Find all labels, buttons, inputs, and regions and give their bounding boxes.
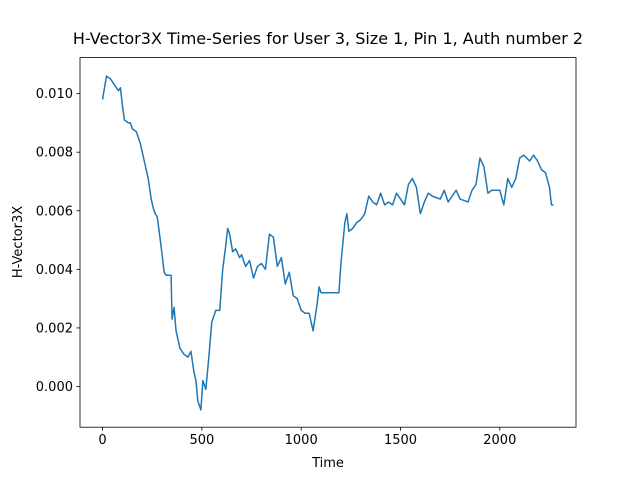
y-tick-label: 0.008 xyxy=(36,146,73,161)
x-tick-label: 500 xyxy=(189,433,214,448)
data-line xyxy=(101,75,554,411)
x-tick-label: 1000 xyxy=(285,433,318,448)
x-tick-label: 1500 xyxy=(384,433,417,448)
x-tick-label: 2000 xyxy=(483,433,516,448)
y-tick-label: 0.006 xyxy=(36,204,73,219)
y-axis-label: H-Vector3X xyxy=(11,206,26,278)
y-tick-label: 0.002 xyxy=(36,321,73,336)
axes-frame xyxy=(79,57,577,428)
y-tick-label: 0.010 xyxy=(36,87,73,102)
x-tick-label: 0 xyxy=(98,433,106,448)
y-tick-label: 0.004 xyxy=(36,263,73,278)
chart-title: H-Vector3X Time-Series for User 3, Size … xyxy=(73,29,583,48)
y-tick-label: 0.000 xyxy=(36,380,73,395)
x-axis-label: Time xyxy=(311,456,344,471)
